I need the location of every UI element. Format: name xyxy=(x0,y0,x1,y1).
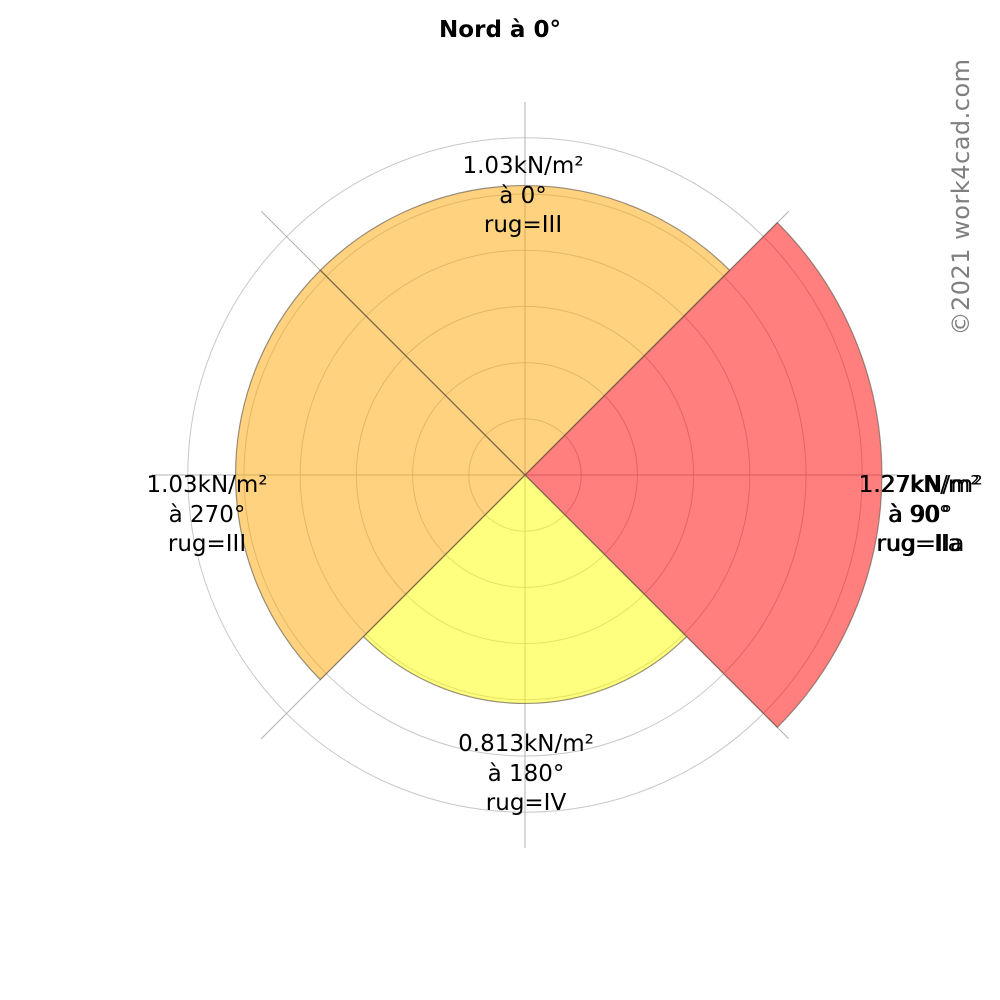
label-east: 1.27kN/m² à 90° rug=IIa 1.27kN/m² à 90° … xyxy=(769,471,1000,560)
label-north: 1.03kN/m² à 0° rug=III xyxy=(373,152,673,241)
label-south-value: 0.813kN/m² xyxy=(458,731,594,757)
label-east-rugosity: rug=IIa xyxy=(876,531,962,557)
label-west-rugosity: rug=III xyxy=(167,531,247,557)
label-west: 1.03kN/m² à 270° rug=III xyxy=(57,471,357,560)
label-south-rugosity: rug=IV xyxy=(485,790,567,816)
label-east-value: 1.27kN/m² xyxy=(858,472,980,498)
label-north-value: 1.03kN/m² xyxy=(462,153,584,179)
label-west-value: 1.03kN/m² xyxy=(146,472,268,498)
label-north-angle: à 0° xyxy=(499,182,547,209)
watermark-text: ©2021 work4cad.com xyxy=(947,58,975,336)
label-south-angle: à 180° xyxy=(487,760,565,787)
label-east-angle: à 90° xyxy=(887,501,951,528)
label-west-angle: à 270° xyxy=(168,501,246,528)
chart-title: Nord à 0° xyxy=(439,17,561,43)
label-east-overlap-copy: 1.27kN/m² à 90° rug=IIa xyxy=(858,472,983,557)
label-north-rugosity: rug=III xyxy=(483,212,563,238)
label-south: 0.813kN/m² à 180° rug=IV xyxy=(376,730,676,819)
